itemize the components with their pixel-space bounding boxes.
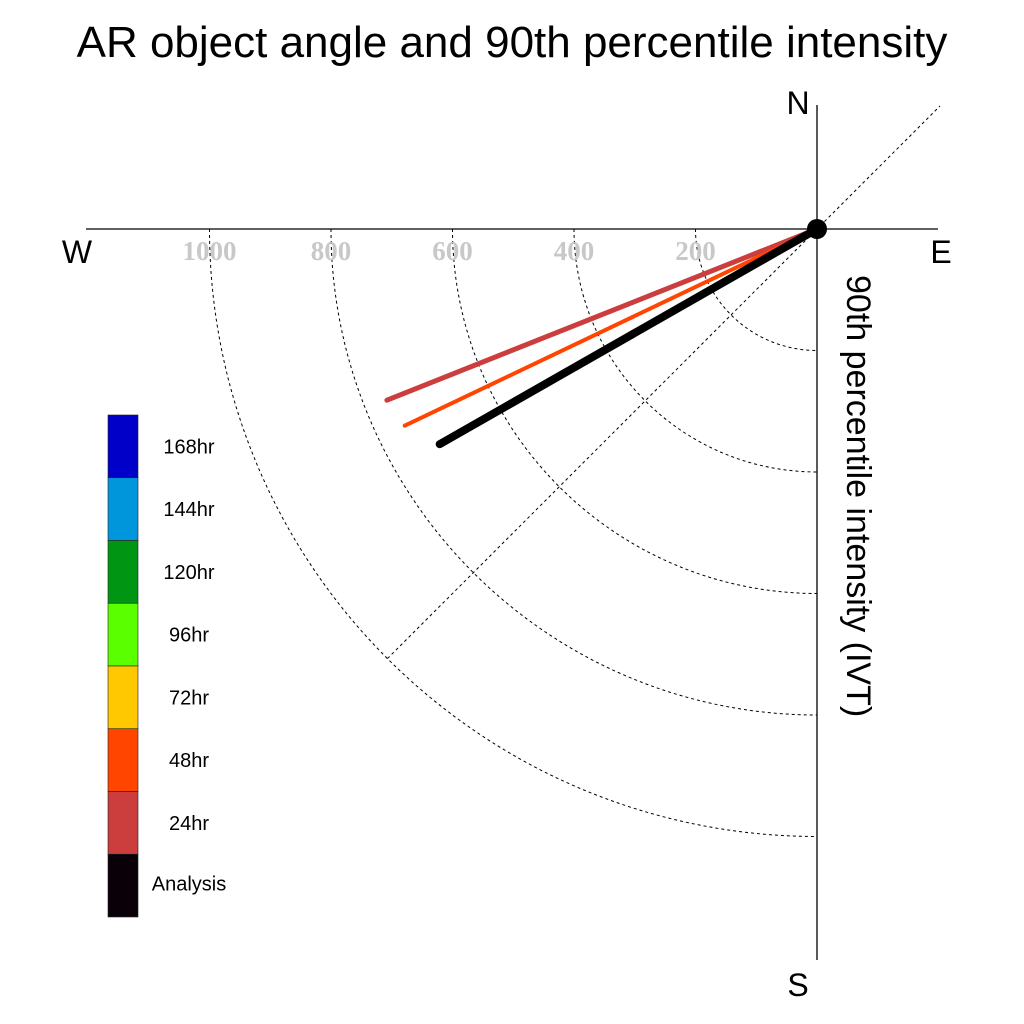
grid-arc-200 (695, 228, 818, 351)
legend-swatch-analysis (107, 853, 139, 918)
legend-label-120hr: 120hr (163, 562, 214, 584)
legend: 168hr 144hr 120hr 96hr 72hr 48hr 24hr Analysis (107, 414, 226, 918)
legend-swatch-168hr (107, 414, 139, 479)
compass-south: S (787, 967, 808, 1003)
legend-label-72hr: 72hr (169, 687, 209, 709)
vector-24hr (384, 226, 820, 403)
origin-marker (807, 219, 827, 239)
legend-swatch-144hr (107, 477, 139, 541)
tick-label-600: 600 (432, 236, 473, 266)
legend-label-144hr: 144hr (163, 499, 214, 521)
legend-label-168hr: 168hr (163, 436, 214, 458)
grid-diagonal (387, 105, 941, 659)
compass-east: E (930, 234, 951, 270)
legend-label-96hr: 96hr (169, 625, 209, 647)
tick-label-400: 400 (554, 236, 595, 266)
series-vectors (384, 225, 821, 449)
grid-arc-800 (330, 228, 818, 716)
compass-north: N (786, 85, 809, 121)
chart-title: AR object angle and 90th percentile inte… (77, 18, 948, 67)
tick-label-200: 200 (675, 236, 716, 266)
grid-arc-1000 (209, 228, 818, 837)
legend-swatch-24hr (107, 791, 139, 855)
legend-label-analysis: Analysis (152, 873, 226, 895)
radial-axis-label: 90th percentile intensity (IVT) (839, 275, 877, 717)
radial-tick-labels: 200 400 600 800 1000 (183, 236, 716, 266)
vector-analysis (435, 225, 821, 449)
grid-arc-600 (452, 228, 818, 594)
legend-label-48hr: 48hr (169, 750, 209, 772)
vector-48hr (402, 227, 819, 428)
legend-swatch-72hr (107, 665, 139, 730)
legend-swatch-120hr (107, 540, 139, 604)
compass-west: W (62, 234, 93, 270)
polar-grid (209, 105, 941, 837)
legend-label-24hr: 24hr (169, 813, 209, 835)
tick-label-1000: 1000 (183, 236, 237, 266)
legend-swatch-48hr (107, 728, 139, 792)
grid-arc-400 (573, 228, 818, 473)
legend-swatch-96hr (107, 602, 139, 667)
tick-label-800: 800 (311, 236, 352, 266)
